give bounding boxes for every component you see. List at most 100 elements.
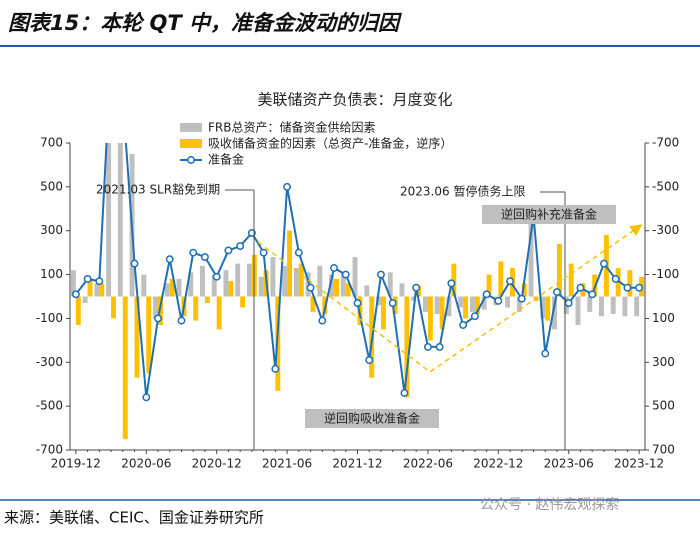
line-marker (377, 270, 385, 279)
chart-title: 美联储资产负债表：月度变化 (257, 91, 452, 109)
line-marker (623, 283, 632, 292)
line-marker (611, 275, 620, 283)
bar (634, 296, 640, 317)
bar (169, 278, 175, 297)
line-marker (120, 96, 126, 102)
bar (469, 296, 475, 312)
watermark: 公众号 · 赵伟宏观探索 (480, 496, 619, 513)
legend-label: FRB总资产：储备资金供给因素 (208, 120, 375, 135)
bar (211, 274, 217, 297)
line-marker (576, 283, 585, 292)
bar (75, 296, 81, 326)
bar (352, 257, 358, 297)
bar (427, 296, 433, 341)
line-marker (71, 290, 80, 299)
bar (404, 296, 410, 398)
line-marker (564, 299, 573, 308)
line-marker (200, 253, 209, 261)
bar (282, 265, 288, 297)
x-tick-label: 2022-06 (403, 457, 453, 471)
line-marker (459, 321, 468, 329)
bar (516, 296, 522, 312)
y-tick-label: 100 (40, 267, 63, 281)
bar (153, 296, 159, 319)
bar (317, 265, 323, 297)
line-marker (142, 393, 151, 402)
bar (458, 296, 464, 308)
bar (329, 274, 335, 297)
x-tick-label: 2021-06 (262, 457, 312, 471)
bar (615, 267, 621, 297)
line-marker (294, 248, 303, 257)
bar (204, 296, 210, 304)
y-tick-label: -700 (36, 443, 63, 457)
bar (439, 296, 445, 330)
bar (87, 278, 93, 297)
bar (481, 296, 487, 310)
x-tick-label: 2019-12 (51, 457, 101, 471)
line-marker (599, 259, 608, 268)
line-marker (412, 283, 421, 292)
x-tick-label: 2023-06 (544, 457, 594, 471)
bar (94, 283, 100, 297)
bar (200, 265, 205, 297)
bar (521, 283, 527, 297)
bar (540, 296, 546, 319)
bar (111, 296, 116, 319)
y-tick-label: 500 (40, 179, 63, 193)
y2-tick-label: 500 (652, 399, 675, 413)
line-marker (635, 283, 644, 292)
x-tick-label: 2021-12 (332, 457, 382, 471)
bar (310, 296, 316, 312)
bar (610, 296, 616, 315)
bar (446, 296, 452, 317)
bar (134, 296, 140, 378)
y2-tick-label: -700 (652, 136, 679, 150)
x-tick-label: 2020-12 (192, 457, 242, 471)
line-marker (83, 275, 92, 283)
annotation: 2021.03 SLR豁免到期 (96, 182, 220, 197)
bar (164, 283, 170, 297)
bar (141, 274, 147, 297)
bar (552, 296, 557, 330)
bar (556, 243, 562, 297)
legend-label: 吸收储备资金的因素（总资产-准备金，逆序） (208, 136, 452, 151)
legend-swatch (187, 156, 195, 164)
line-marker (212, 272, 221, 281)
line-marker (494, 296, 503, 305)
legend-label: 准备金 (208, 152, 244, 167)
bar (568, 263, 574, 297)
bar (235, 263, 241, 297)
line-marker (400, 389, 409, 397)
bar (451, 263, 457, 297)
line-marker (154, 314, 162, 323)
line-marker (330, 264, 338, 272)
bar (505, 296, 511, 308)
bar (340, 272, 346, 297)
line-marker (318, 316, 327, 325)
y-tick-label: -500 (36, 399, 63, 413)
bar (246, 263, 252, 297)
bar (122, 296, 128, 440)
line-marker (165, 255, 174, 264)
bar (193, 296, 199, 321)
line-marker (541, 349, 550, 358)
bar (106, 143, 112, 297)
bar (240, 296, 246, 308)
line-marker (130, 259, 139, 268)
line-marker (353, 299, 362, 308)
bar (287, 230, 293, 297)
line-marker (247, 228, 256, 237)
line-marker (95, 277, 104, 286)
line-marker (388, 299, 397, 308)
line-marker (588, 290, 597, 299)
y-tick-label: 300 (40, 223, 63, 237)
line-marker (423, 342, 432, 351)
line-marker (189, 248, 198, 257)
bar (364, 285, 370, 297)
annotation-box (482, 205, 616, 224)
bar (411, 296, 417, 301)
line-marker (259, 248, 268, 257)
y2-tick-label: -300 (652, 223, 679, 237)
